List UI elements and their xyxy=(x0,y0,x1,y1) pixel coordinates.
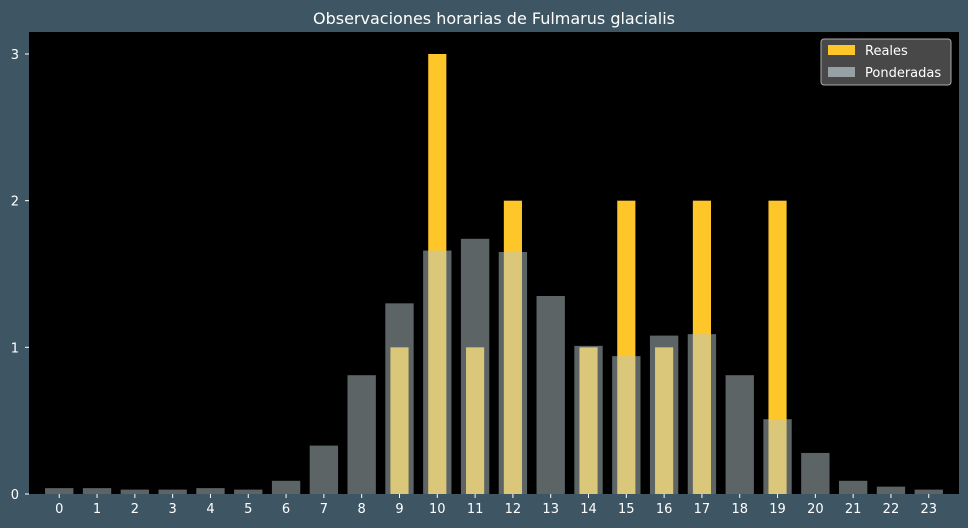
x-tick-label-1: 1 xyxy=(93,502,101,517)
bar-ponderadas-12 xyxy=(498,252,528,494)
x-tick-label-21: 21 xyxy=(845,502,862,517)
x-tick-label-15: 15 xyxy=(618,502,635,517)
bar-ponderadas-6 xyxy=(271,480,301,494)
x-tick-label-13: 13 xyxy=(542,502,559,517)
x-tick-label-14: 14 xyxy=(580,502,597,517)
x-tick-label-18: 18 xyxy=(731,502,748,517)
x-tick-label-23: 23 xyxy=(920,502,937,517)
x-tick-label-5: 5 xyxy=(244,502,252,517)
legend-label-reales: Reales xyxy=(865,44,908,59)
legend-label-ponderadas: Ponderadas xyxy=(865,66,941,81)
bar-ponderadas-4 xyxy=(196,488,225,494)
bar-ponderadas-0 xyxy=(45,488,74,494)
y-tick-label-1: 1 xyxy=(11,341,19,356)
x-tick-label-9: 9 xyxy=(395,502,403,517)
bar-ponderadas-18 xyxy=(725,375,754,494)
x-tick-label-17: 17 xyxy=(694,502,711,517)
bar-ponderadas-2 xyxy=(120,489,150,494)
x-tick-label-20: 20 xyxy=(807,502,824,517)
bar-ponderadas-15 xyxy=(612,356,641,494)
x-tick-label-19: 19 xyxy=(769,502,786,517)
x-tick-label-2: 2 xyxy=(131,502,139,517)
x-tick-label-12: 12 xyxy=(505,502,522,517)
x-tick-label-10: 10 xyxy=(429,502,446,517)
chart-title: Observaciones horarias de Fulmarus glaci… xyxy=(313,9,675,28)
bar-ponderadas-20 xyxy=(801,452,830,494)
bar-ponderadas-13 xyxy=(536,296,565,494)
bar-ponderadas-22 xyxy=(876,486,906,494)
legend-swatch-ponderadas xyxy=(828,67,855,77)
y-tick-label-3: 3 xyxy=(11,48,19,63)
bar-ponderadas-10 xyxy=(423,250,452,494)
y-tick-label-0: 0 xyxy=(11,488,19,503)
bar-ponderadas-7 xyxy=(309,445,339,494)
y-tick-label-2: 2 xyxy=(11,195,19,210)
bar-ponderadas-19 xyxy=(763,419,792,494)
bar-ponderadas-5 xyxy=(234,489,263,494)
bar-ponderadas-1 xyxy=(82,488,112,494)
bar-ponderadas-9 xyxy=(385,303,414,494)
x-tick-label-4: 4 xyxy=(206,502,214,517)
bar-ponderadas-8 xyxy=(347,375,376,494)
x-tick-label-22: 22 xyxy=(883,502,900,517)
legend: Reales Ponderadas xyxy=(820,38,952,86)
legend-swatch-reales xyxy=(828,45,855,55)
plot-area xyxy=(29,32,959,494)
bar-ponderadas-17 xyxy=(687,334,717,494)
bar-ponderadas-16 xyxy=(649,335,679,494)
x-tick-label-7: 7 xyxy=(320,502,328,517)
bar-ponderadas-21 xyxy=(838,480,868,494)
x-tick-label-0: 0 xyxy=(55,502,63,517)
x-tick-label-3: 3 xyxy=(169,502,177,517)
x-tick-label-11: 11 xyxy=(467,502,484,517)
axes-group: 0 1 2 3 4 5 6 7 8 9 10 11 12 13 14 15 16 17 18 19 20 21 22 2301… xyxy=(11,48,937,517)
x-tick-label-6: 6 xyxy=(282,502,290,517)
bar-ponderadas-11 xyxy=(460,238,490,494)
bar-ponderadas-14 xyxy=(574,345,603,494)
bar-ponderadas-23 xyxy=(914,489,943,494)
x-tick-label-8: 8 xyxy=(358,502,366,517)
bars-group xyxy=(45,54,943,494)
x-tick-label-16: 16 xyxy=(656,502,673,517)
bar-ponderadas-3 xyxy=(158,489,187,494)
